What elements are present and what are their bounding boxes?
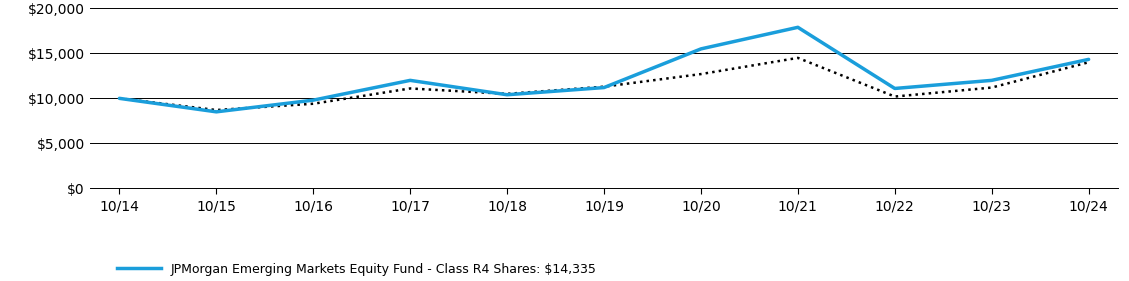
Legend: JPMorgan Emerging Markets Equity Fund - Class R4 Shares: $14,335, MSCI Emerging : JPMorgan Emerging Markets Equity Fund - … — [117, 263, 597, 281]
